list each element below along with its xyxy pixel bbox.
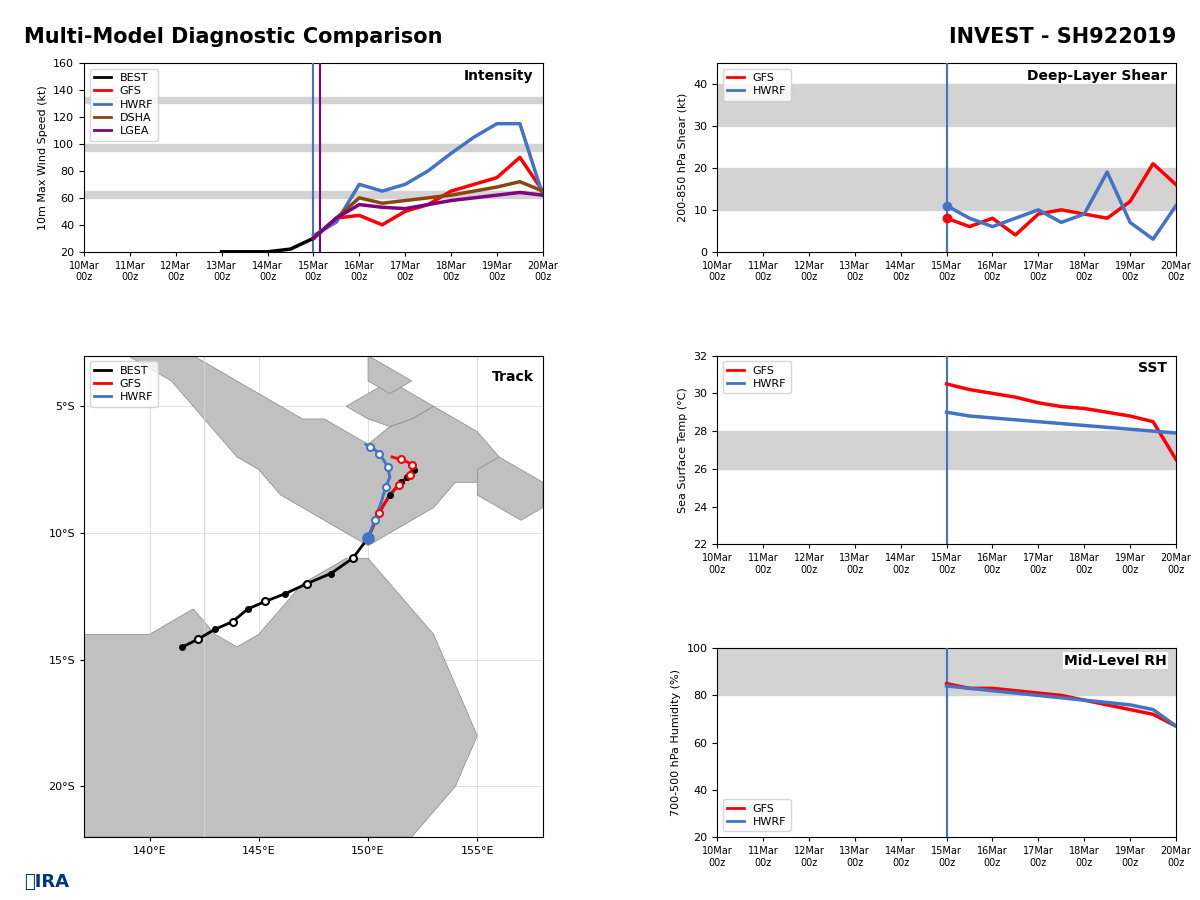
Polygon shape	[84, 330, 499, 545]
Legend: BEST, GFS, HWRF: BEST, GFS, HWRF	[90, 361, 157, 407]
Y-axis label: 10m Max Wind Speed (kt): 10m Max Wind Speed (kt)	[37, 85, 48, 230]
Text: Track: Track	[492, 370, 534, 384]
Text: SST: SST	[1138, 361, 1166, 375]
Polygon shape	[84, 558, 478, 837]
Bar	[84, 144, 542, 150]
Legend: GFS, HWRF: GFS, HWRF	[722, 361, 791, 393]
Polygon shape	[346, 381, 433, 427]
Text: Multi-Model Diagnostic Comparison: Multi-Model Diagnostic Comparison	[24, 27, 443, 47]
Legend: GFS, HWRF: GFS, HWRF	[722, 68, 791, 101]
Text: Mid-Level RH: Mid-Level RH	[1064, 654, 1166, 668]
Bar	[718, 431, 1176, 469]
Bar	[718, 84, 1176, 126]
Legend: BEST, GFS, HWRF, DSHA, LGEA: BEST, GFS, HWRF, DSHA, LGEA	[90, 68, 157, 140]
Y-axis label: 200-850 hPa Shear (kt): 200-850 hPa Shear (kt)	[678, 93, 688, 222]
Text: INVEST - SH922019: INVEST - SH922019	[949, 27, 1176, 47]
Y-axis label: Sea Surface Temp (°C): Sea Surface Temp (°C)	[678, 387, 688, 513]
Bar	[84, 96, 542, 104]
Text: ⒸIRA: ⒸIRA	[24, 873, 70, 891]
Bar	[84, 191, 542, 198]
Y-axis label: 700-500 hPa Humidity (%): 700-500 hPa Humidity (%)	[671, 669, 680, 816]
Bar	[718, 648, 1176, 696]
Polygon shape	[368, 356, 412, 393]
Text: Intensity: Intensity	[464, 68, 534, 83]
Text: Deep-Layer Shear: Deep-Layer Shear	[1027, 68, 1166, 83]
Polygon shape	[478, 457, 542, 520]
Bar	[718, 168, 1176, 210]
Legend: GFS, HWRF: GFS, HWRF	[722, 799, 791, 832]
